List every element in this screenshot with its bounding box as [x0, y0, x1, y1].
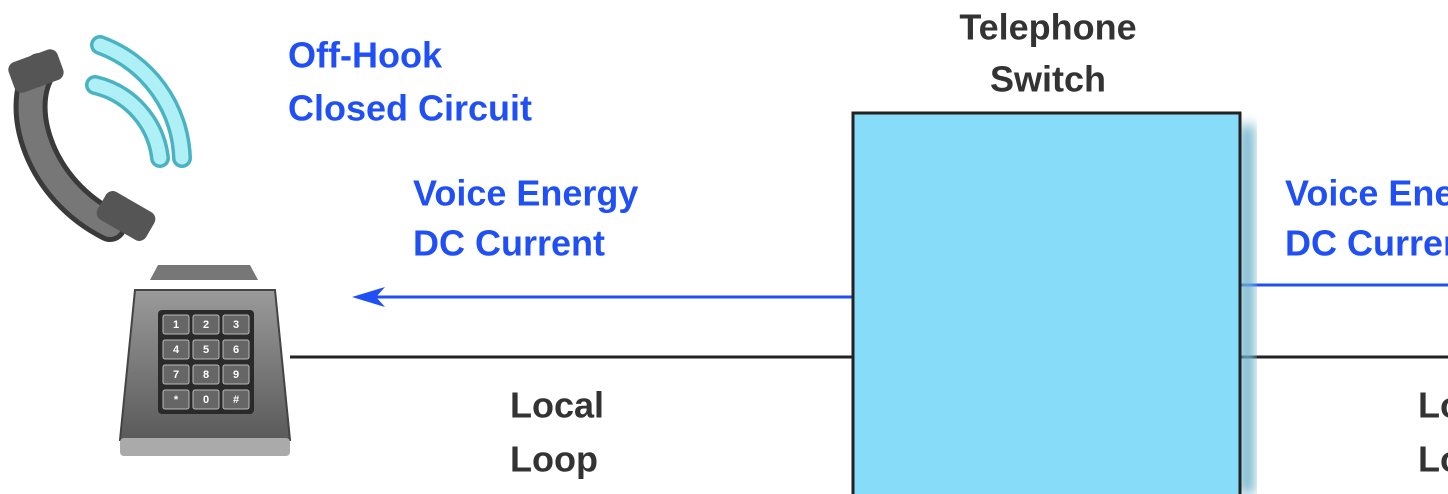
switch-title: Switch [990, 59, 1106, 100]
switch-title: Telephone [959, 7, 1136, 48]
key-label: 1 [173, 319, 179, 331]
desk-phone-icon: 1 2 3 4 5 6 7 8 9 * 0 # [120, 265, 290, 456]
switch-shadow [1240, 125, 1254, 494]
signal-label: DC Current [1285, 223, 1448, 264]
diagram: 1 2 3 4 5 6 7 8 9 * 0 # Telephone Switch Off-Hook C… [0, 0, 1448, 494]
signal-label: Voice Energy [413, 173, 638, 214]
key-label: 9 [233, 369, 239, 381]
key-label: 3 [233, 319, 239, 331]
status-label: Off-Hook [288, 35, 443, 76]
key-label: 0 [203, 394, 209, 406]
page: 1 2 3 4 5 6 7 8 9 * 0 # Telephone Switch Off-Hook C… [0, 0, 1448, 494]
signal-label: DC Current [413, 223, 605, 264]
loop-label: Local [1418, 385, 1448, 426]
loop-label: Loop [510, 439, 598, 480]
loop-label: Local [510, 385, 604, 426]
handset-icon [6, 45, 182, 244]
key-label: * [174, 394, 179, 406]
key-label: 5 [203, 344, 209, 356]
key-label: 4 [173, 344, 180, 356]
key-label: # [233, 394, 239, 406]
loop-label: Loop [1418, 439, 1448, 480]
key-label: 6 [233, 344, 239, 356]
telephone-switch [853, 113, 1240, 494]
signal-label: Voice Energy [1285, 173, 1448, 214]
key-label: 8 [203, 369, 209, 381]
key-label: 7 [173, 369, 179, 381]
status-label: Closed Circuit [288, 88, 532, 129]
key-label: 2 [203, 319, 209, 331]
